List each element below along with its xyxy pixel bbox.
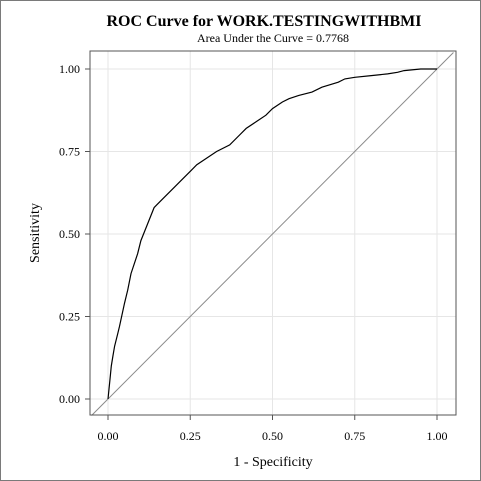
y-tick-label: 1.00 [59,62,80,76]
y-axis-label: Sensitivity [28,203,43,263]
x-axis-label: 1 - Specificity [233,455,312,470]
y-axis-ticks: 0.00 0.25 0.50 0.75 1.00 [59,62,90,406]
grid [90,51,456,415]
y-tick-label: 0.75 [59,145,80,159]
chart-subtitle: Area Under the Curve = 0.7768 [197,31,349,45]
y-tick-label: 0.00 [59,392,80,406]
x-axis-ticks: 0.00 0.25 0.50 0.75 1.00 [98,415,448,443]
x-tick-label: 0.25 [180,429,201,443]
x-tick-label: 0.50 [262,429,283,443]
reference-diagonal [91,52,454,416]
x-tick-label: 0.75 [344,429,365,443]
roc-series [107,68,437,400]
y-tick-label: 0.25 [59,310,80,324]
roc-curve-line [107,68,437,400]
x-tick-label: 1.00 [427,429,448,443]
reference-line [91,52,454,416]
x-tick-label: 0.00 [98,429,119,443]
y-tick-label: 0.50 [59,227,80,241]
chart-title: ROC Curve for WORK.TESTINGWITHBMI [107,13,422,30]
